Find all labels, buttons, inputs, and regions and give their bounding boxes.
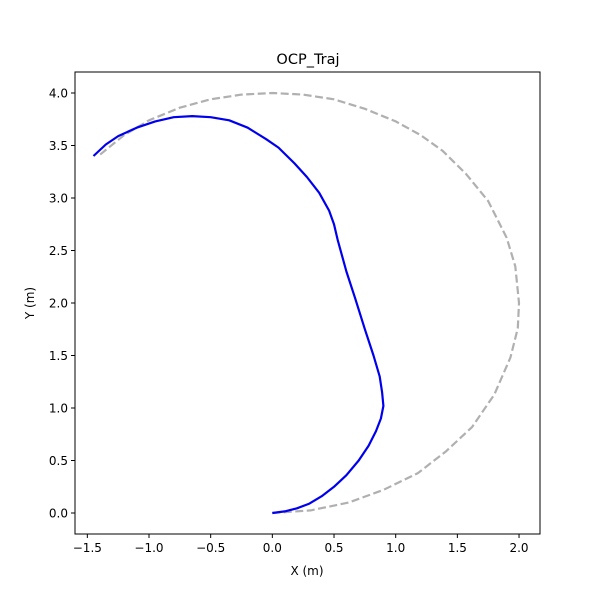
y-tick-label: 2.0 xyxy=(49,297,68,311)
y-tick-label: 3.5 xyxy=(49,139,68,153)
y-axis: 0.0 0.5 1.0 1.5 2.0 2.5 3.0 3.5 4.0 xyxy=(49,87,75,521)
y-tick-label: 2.5 xyxy=(49,244,68,258)
y-tick-label: 1.5 xyxy=(49,349,68,363)
y-tick-label: 3.0 xyxy=(49,192,68,206)
series-layer xyxy=(92,91,521,515)
x-tick-label: 0.5 xyxy=(324,541,343,555)
chart-title: OCP_Traj xyxy=(276,52,339,68)
x-axis-title: X (m) xyxy=(290,564,323,578)
x-tick-label: 0.0 xyxy=(263,541,282,555)
x-tick-label: −1.5 xyxy=(73,541,102,555)
reference-path-line xyxy=(99,91,521,515)
x-tick-label: 1.0 xyxy=(386,541,405,555)
y-axis-title: Y (m) xyxy=(23,287,37,320)
y-tick-label: 0.5 xyxy=(49,454,68,468)
y-tick-label: 1.0 xyxy=(49,402,68,416)
trajectory-line xyxy=(92,114,385,515)
y-tick-label: 0.0 xyxy=(49,507,68,521)
x-tick-label: −0.5 xyxy=(196,541,225,555)
y-tick-label: 4.0 xyxy=(49,87,68,101)
x-axis: −1.5 −1.0 −0.5 0.0 0.5 1.0 1.5 2.0 xyxy=(73,534,529,555)
x-tick-label: 1.5 xyxy=(448,541,467,555)
x-tick-label: 2.0 xyxy=(509,541,528,555)
x-tick-label: −1.0 xyxy=(134,541,163,555)
